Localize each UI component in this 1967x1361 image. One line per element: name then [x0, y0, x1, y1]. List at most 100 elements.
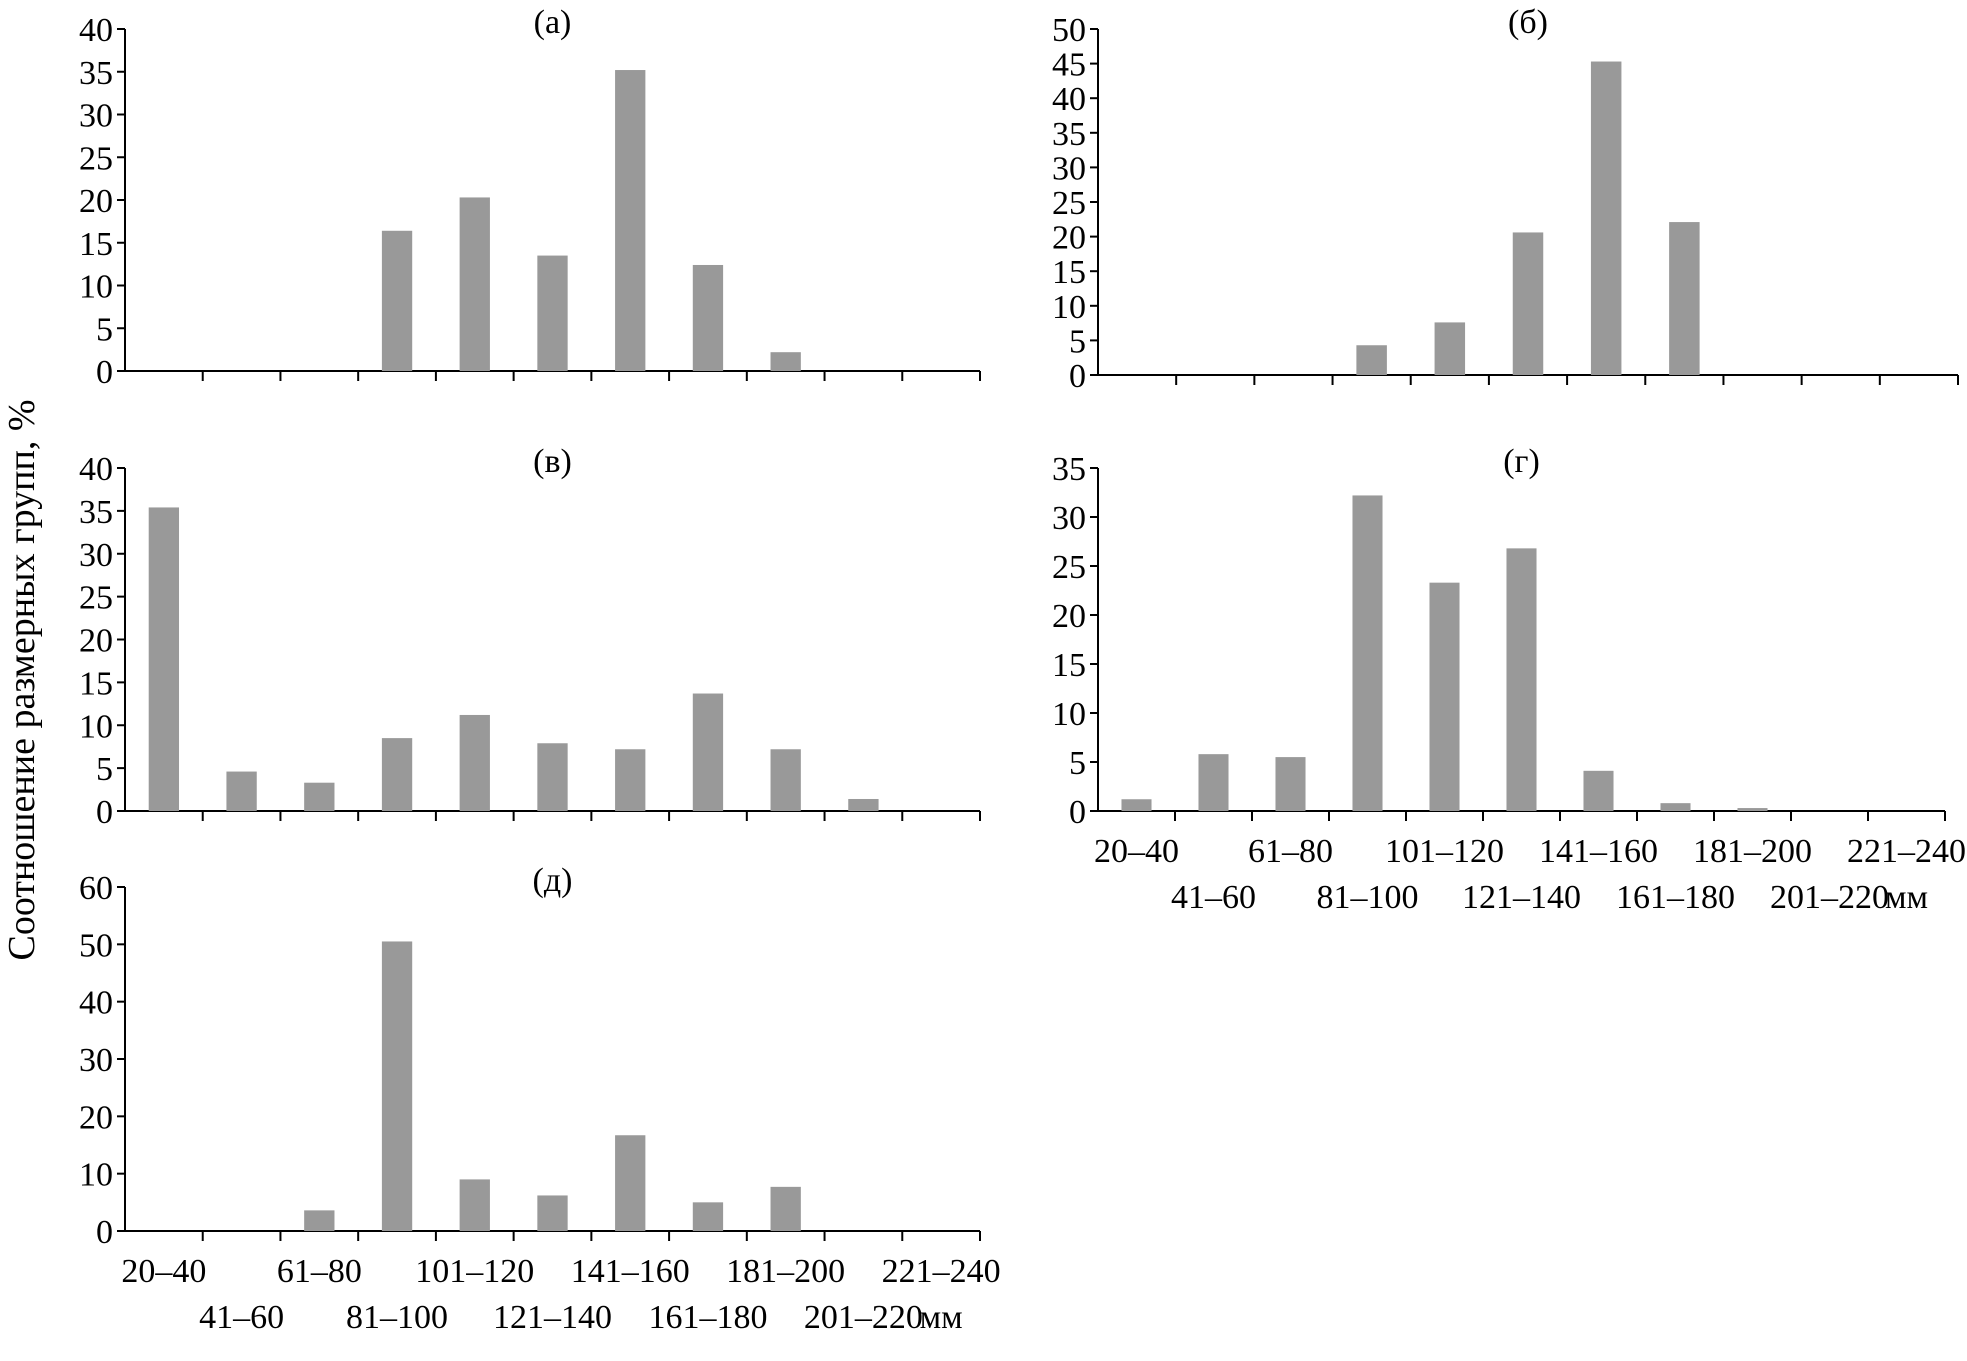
y-tick-label: 20: [79, 623, 113, 660]
x-tick-label: 101–120: [415, 1253, 534, 1290]
bar-161–180: [692, 1202, 724, 1231]
y-tick-label: 30: [1052, 150, 1086, 187]
bar-161–180: [692, 264, 724, 371]
x-tick-label: 81–100: [1317, 879, 1419, 916]
bar-141–160: [615, 749, 646, 811]
y-tick-label: 40: [79, 12, 113, 49]
y-tick-label: 5: [96, 311, 113, 348]
panel-title: (г): [1503, 443, 1540, 480]
bar-81–100: [1356, 345, 1387, 375]
y-tick-label: 35: [79, 494, 113, 531]
y-tick-label: 0: [1069, 794, 1086, 831]
y-tick-label: 30: [79, 1042, 113, 1079]
y-tick-label: 10: [1052, 289, 1086, 326]
bar-81–100: [381, 230, 413, 371]
x-tick-label: 121–140: [1462, 879, 1581, 916]
bar-101–120: [459, 714, 490, 811]
x-tick-label: 221–240: [882, 1253, 1001, 1290]
y-tick-label: 10: [79, 1157, 113, 1194]
y-tick-label: 20: [1052, 598, 1086, 635]
y-tick-label: 10: [1052, 696, 1086, 733]
x-tick-label: 61–80: [1248, 833, 1333, 870]
y-tick-label: 10: [79, 708, 113, 745]
y-tick-label: 50: [1052, 12, 1086, 49]
bar-121–140: [537, 743, 568, 811]
bar-61–80: [1275, 757, 1306, 811]
y-tick-label: 30: [79, 537, 113, 574]
x-tick-label: 20–40: [121, 1253, 206, 1290]
bar-20–40: [148, 507, 180, 811]
y-tick-label: 15: [1052, 647, 1086, 684]
y-tick-label: 0: [96, 1214, 113, 1251]
bar-20–40: [1121, 799, 1152, 811]
x-tick-label: 141–160: [1539, 833, 1658, 870]
bar-61–80: [304, 1210, 335, 1231]
panel-title: (б): [1508, 4, 1548, 41]
y-tick-label: 40: [1052, 81, 1086, 118]
x-tick-label: 201–220: [1770, 879, 1889, 916]
x-tick-label: 20–40: [1094, 833, 1179, 870]
y-tick-label: 45: [1052, 47, 1086, 84]
bar-141–160: [615, 1135, 646, 1231]
bar-121–140: [1506, 548, 1537, 811]
x-tick-label: 81–100: [346, 1299, 448, 1336]
chart-panel-d: 0 10 20 30 40 50 60 (д) 20–40 41–60 61–80 81–100 101…: [79, 862, 1001, 1336]
bar-161–180: [692, 693, 724, 811]
y-tick-label: 20: [79, 1099, 113, 1136]
bar-161–180: [1660, 803, 1691, 811]
bar-121–140: [1512, 232, 1544, 375]
panel-title: (а): [534, 4, 572, 41]
bar-41–60: [1198, 754, 1229, 811]
x-tick-label: 221–240: [1847, 833, 1966, 870]
y-tick-label: 30: [79, 98, 113, 135]
y-tick-label: 15: [79, 226, 113, 263]
y-tick-label: 25: [1052, 185, 1086, 222]
bar-101–120: [1434, 322, 1466, 375]
y-tick-label: 0: [96, 794, 113, 831]
x-tick-label: 161–180: [648, 1299, 767, 1336]
chart-panel-v: 0 5 10 15 20 25 30 35 40 (в): [79, 443, 981, 831]
panel-title: (в): [533, 443, 572, 480]
x-tick-label: 41–60: [199, 1299, 284, 1336]
bar-141–160: [615, 70, 646, 371]
bar-141–160: [1590, 61, 1622, 376]
chart-panel-g: 0 5 10 15 20 25 30 35 (г) 20–40 41–60 61–80 81–100 10…: [1052, 443, 1966, 916]
y-tick-label: 20: [79, 183, 113, 220]
y-tick-label: 50: [79, 927, 113, 964]
bar-61–80: [304, 782, 335, 811]
y-tick-label: 60: [79, 870, 113, 907]
x-unit-label: мм: [920, 1299, 963, 1336]
bar-181–200: [1737, 808, 1768, 811]
y-tick-label: 35: [79, 55, 113, 92]
bar-181–200: [770, 352, 801, 371]
y-tick-label: 35: [1052, 116, 1086, 153]
x-tick-label: 181–200: [1693, 833, 1812, 870]
bar-81–100: [381, 941, 413, 1231]
x-tick-label: 201–220: [804, 1299, 923, 1336]
x-unit-label: мм: [1885, 879, 1928, 916]
y-tick-label: 15: [79, 665, 113, 702]
y-tick-label: 10: [79, 269, 113, 306]
bar-101–120: [1429, 582, 1460, 811]
bar-81–100: [381, 738, 413, 811]
y-tick-label: 25: [79, 140, 113, 177]
bar-121–140: [537, 255, 568, 371]
x-tick-label: 161–180: [1616, 879, 1735, 916]
y-tick-label: 40: [79, 985, 113, 1022]
bar-181–200: [770, 1186, 801, 1231]
chart-panel-a: 0 5 10 15 20 25 30 35 40 (а): [79, 4, 981, 391]
bar-81–100: [1352, 495, 1383, 811]
y-tick-label: 40: [79, 451, 113, 488]
y-tick-label: 5: [96, 751, 113, 788]
x-tick-label: 141–160: [571, 1253, 690, 1290]
y-tick-label: 25: [1052, 549, 1086, 586]
y-tick-label: 0: [1069, 358, 1086, 395]
bar-41–60: [226, 771, 257, 811]
y-tick-label: 0: [96, 354, 113, 391]
y-tick-label: 25: [79, 580, 113, 617]
x-tick-label: 121–140: [493, 1299, 612, 1336]
x-tick-label: 101–120: [1385, 833, 1504, 870]
bar-181–200: [770, 749, 801, 811]
